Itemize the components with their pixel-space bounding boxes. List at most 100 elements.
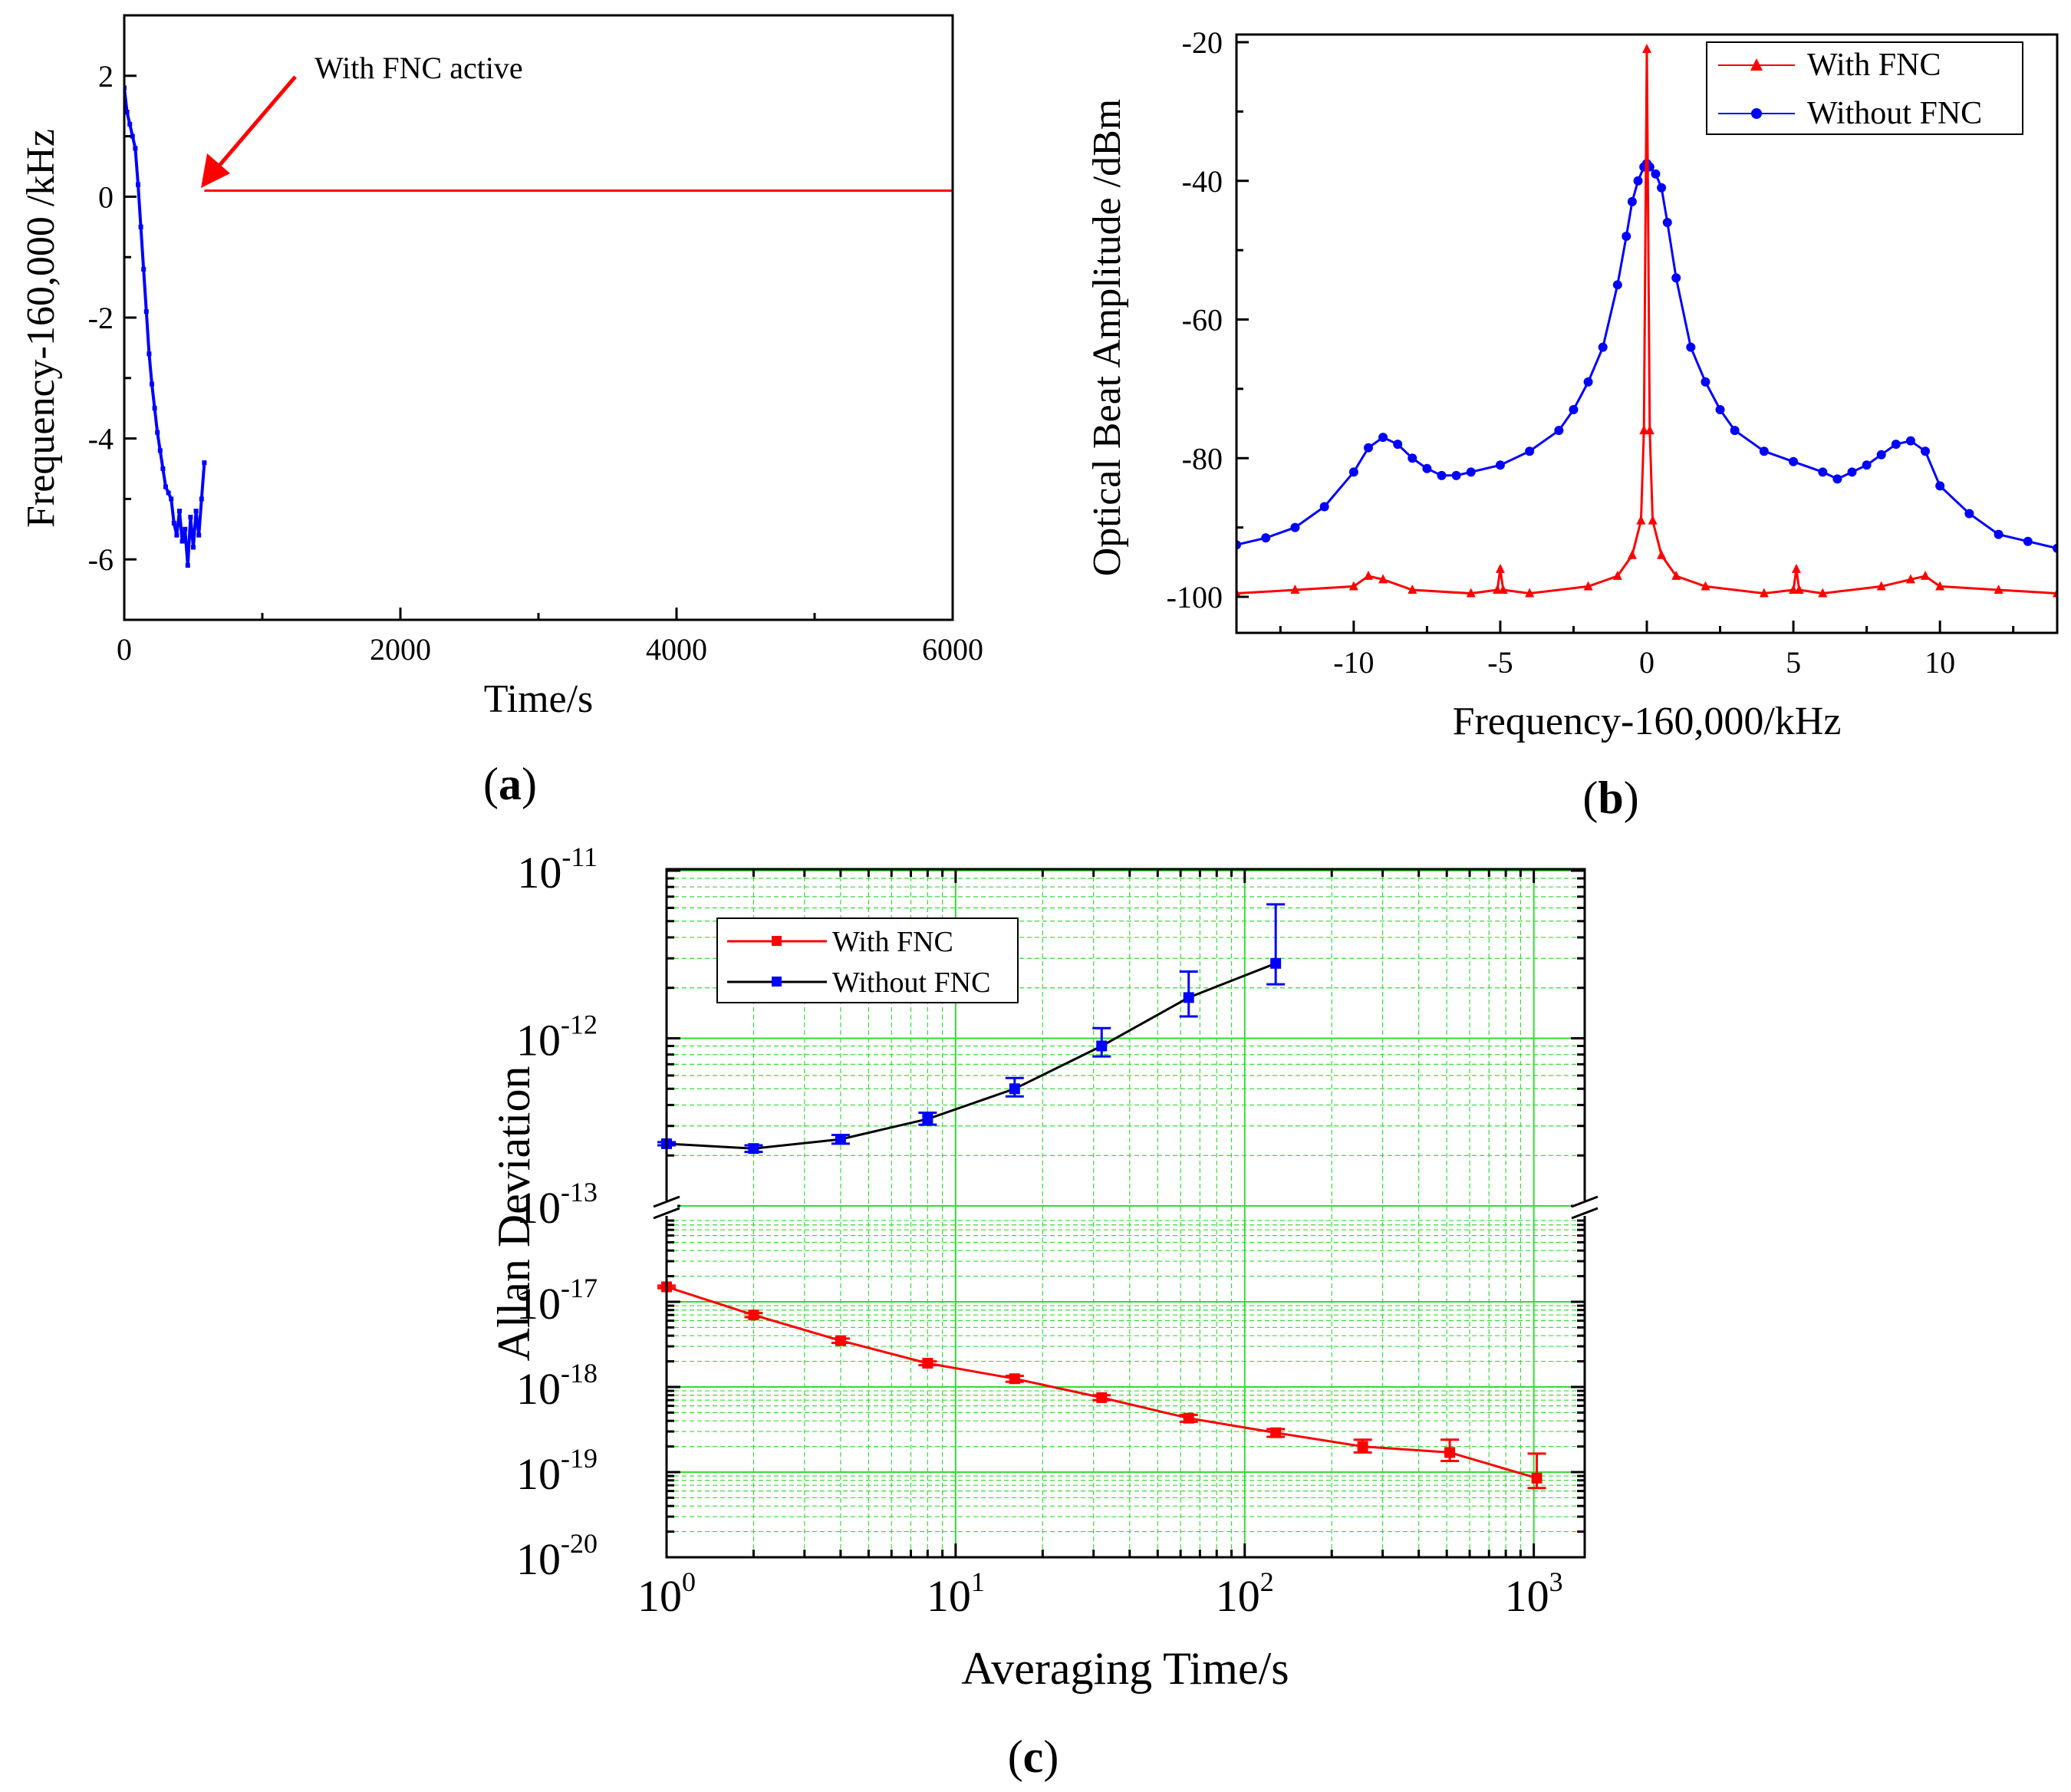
c-x-tick-base: 10 <box>637 1571 682 1621</box>
b-point-with-fnc <box>1789 584 1799 594</box>
b-point-without-fnc <box>1319 502 1329 512</box>
b-point-without-fnc <box>1876 450 1886 460</box>
a-point <box>141 266 147 272</box>
a-ticks: 0 2000 4000 6000 2 0 -2 -4 -6 <box>88 14 983 667</box>
c-legend-label-with-fnc: With FNC <box>832 926 953 958</box>
c-series-group <box>657 903 1546 1490</box>
c-y-tick-label: 10-19 <box>516 1443 598 1499</box>
c-series-line-with-fnc <box>666 1286 1537 1480</box>
b-point-with-fnc <box>1348 581 1358 591</box>
c-x-tick-label: 103 <box>1505 1566 1563 1621</box>
a-x-tick-label: 2000 <box>370 632 431 667</box>
a-point <box>174 532 179 538</box>
b-point-without-fnc <box>1891 440 1901 450</box>
c-y-tick-label: 10-11 <box>517 842 598 898</box>
a-x-tick-label: 6000 <box>922 632 983 667</box>
b-x-tick-label: 0 <box>1639 645 1654 680</box>
b-point-with-fnc <box>1495 563 1505 573</box>
b-series-group <box>1236 44 2057 598</box>
b-point-without-fnc <box>1657 183 1667 193</box>
c-y-tick-base: 10 <box>517 848 561 898</box>
b-point-with-fnc <box>1642 44 1651 54</box>
c-legend-label-without-fnc: Without FNC <box>832 967 990 999</box>
a-y-tick-label: -2 <box>88 301 114 335</box>
c-y-tick-exp: -17 <box>561 1273 598 1303</box>
b-y-tick-label: -20 <box>1182 25 1223 60</box>
b-point-without-fnc <box>1759 446 1769 456</box>
b-point-with-fnc <box>1363 570 1373 580</box>
b-point-without-fnc <box>1662 217 1672 227</box>
b-x-tick-label: -10 <box>1333 645 1374 680</box>
b-point-without-fnc <box>1290 522 1300 532</box>
b-point-without-fnc <box>1495 460 1505 470</box>
a-point <box>191 545 196 550</box>
panel-a: 0 2000 4000 6000 2 0 -2 -4 -6 With FNC active Ti… <box>19 14 983 809</box>
c-point-with-fnc <box>1444 1447 1456 1458</box>
c-point-with-fnc <box>1096 1392 1108 1403</box>
c-point-without-fnc <box>1270 957 1282 969</box>
c-y-tick-base: 10 <box>516 1449 561 1499</box>
a-point <box>155 430 160 435</box>
b-legend-label-without-fnc: Without FNC <box>1807 96 1982 131</box>
b-point-with-fnc <box>1639 425 1649 435</box>
b-point-without-fnc <box>1622 232 1631 242</box>
b-point-without-fnc <box>1554 426 1564 436</box>
b-point-with-fnc <box>1657 549 1667 559</box>
b-point-with-fnc <box>1794 584 1804 594</box>
c-point-without-fnc <box>922 1113 933 1125</box>
b-point-with-fnc <box>1791 563 1801 573</box>
a-y-tick-label: -4 <box>88 422 114 456</box>
b-point-with-fnc <box>1636 515 1646 525</box>
c-y-tick-label: 10-17 <box>516 1273 598 1329</box>
a-point <box>202 460 207 466</box>
c-y-tick-base: 10 <box>516 1534 561 1584</box>
a-series-group <box>124 85 953 568</box>
c-x-tick-exp: 2 <box>1260 1566 1274 1597</box>
a-point <box>196 532 202 538</box>
b-point-without-fnc <box>1671 273 1681 283</box>
b-point-without-fnc <box>1921 446 1931 456</box>
a-point <box>152 406 157 411</box>
c-point-without-fnc <box>835 1134 846 1145</box>
b-point-without-fnc <box>1408 453 1417 463</box>
c-x-tick-label: 100 <box>637 1566 696 1621</box>
b-point-with-fnc <box>1876 581 1886 591</box>
b-point-with-fnc <box>1408 584 1417 594</box>
a-x-axis-title: Time/s <box>484 677 594 721</box>
c-point-with-fnc <box>1357 1441 1368 1452</box>
a-panel-label: (a) <box>483 759 537 809</box>
c-point-without-fnc <box>748 1143 759 1155</box>
c-y-tick-base: 10 <box>516 1183 561 1233</box>
b-point-without-fnc <box>1437 470 1447 480</box>
b-point-without-fnc <box>1701 377 1710 387</box>
c-x-tick-base: 10 <box>1505 1571 1549 1621</box>
a-point <box>130 133 135 139</box>
b-point-with-fnc <box>1818 588 1828 598</box>
b-point-with-fnc <box>1466 588 1476 598</box>
b-point-with-fnc <box>1612 570 1622 580</box>
a-point <box>133 146 138 151</box>
a-point <box>160 466 166 471</box>
b-legend-marker-without-fnc <box>1751 108 1762 119</box>
b-point-without-fnc <box>1715 404 1725 414</box>
b-point-without-fnc <box>1818 467 1828 477</box>
c-legend: With FNC Without FNC <box>716 917 1019 1003</box>
c-y-tick-label: 10-18 <box>516 1358 598 1414</box>
a-point <box>124 110 130 115</box>
a-point <box>177 509 182 514</box>
b-point-without-fnc <box>1686 342 1696 352</box>
c-x-tick-label: 101 <box>927 1566 985 1621</box>
a-point <box>143 309 149 315</box>
a-y-axis-title: Frequency-160,000 /kHz <box>19 129 63 528</box>
a-point <box>150 381 154 387</box>
b-y-tick-label: -40 <box>1182 164 1223 199</box>
b-point-without-fnc <box>1730 426 1740 436</box>
a-point <box>185 563 190 568</box>
b-point-with-fnc <box>1759 588 1769 598</box>
b-y-tick-label: -80 <box>1182 441 1223 476</box>
b-point-without-fnc <box>1598 342 1608 352</box>
b-point-with-fnc <box>1671 570 1681 580</box>
a-point <box>179 539 185 544</box>
c-y-tick-exp: -11 <box>561 842 598 872</box>
a-point <box>169 496 174 502</box>
